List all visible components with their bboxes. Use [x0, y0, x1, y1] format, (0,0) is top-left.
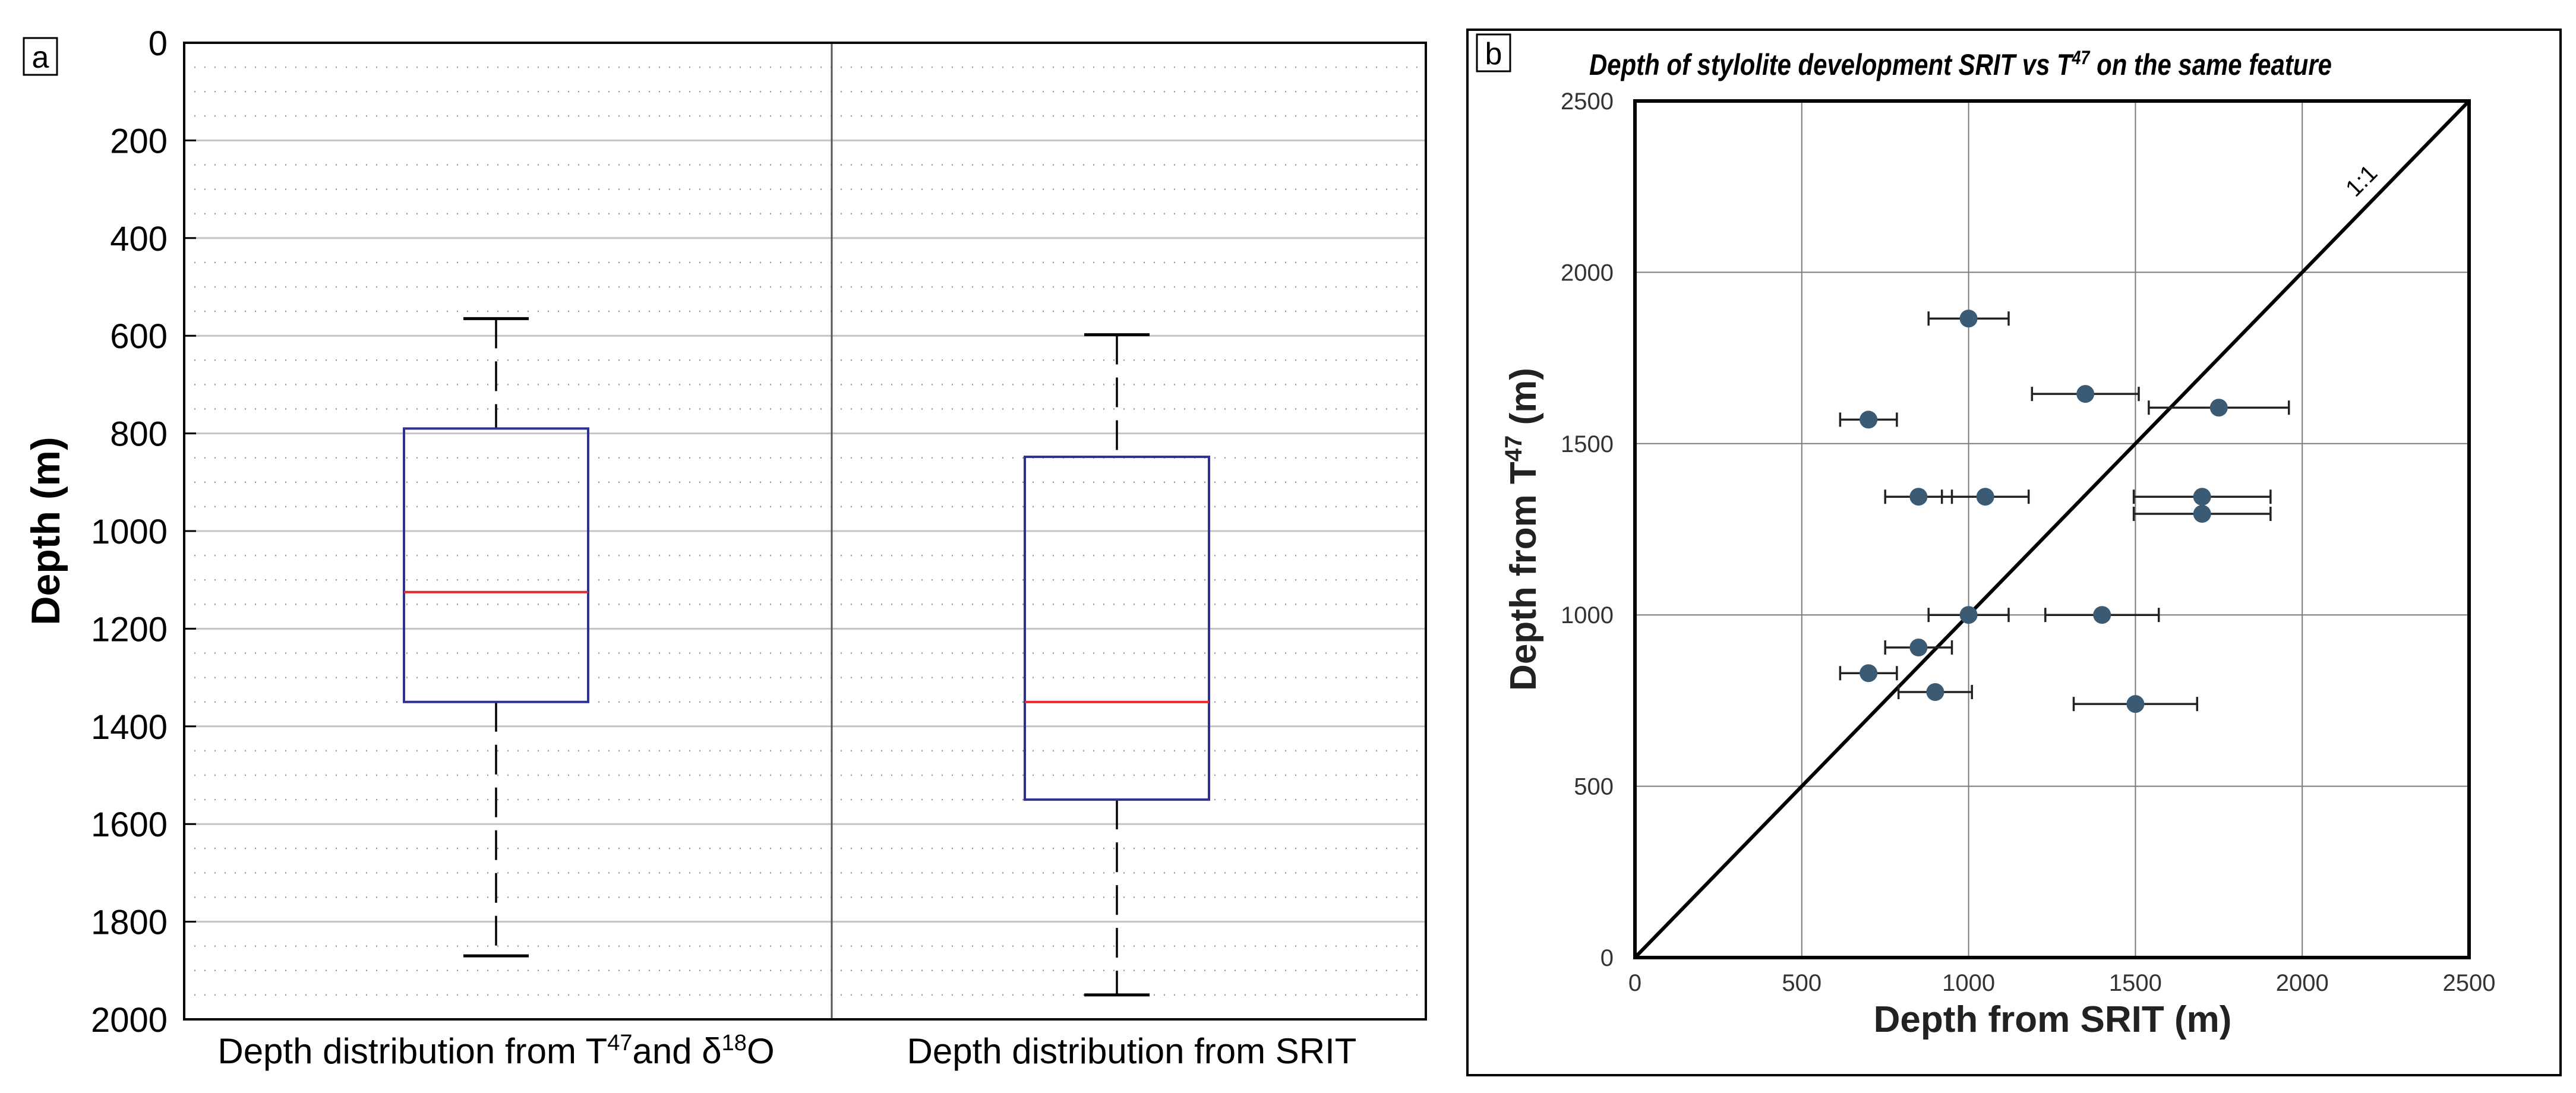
panel-b-points	[1839, 309, 2290, 713]
x-tick-label: 500	[1782, 970, 1821, 996]
panel-b-x-axis-label: Depth from SRIT (m)	[1874, 999, 2232, 1040]
panel-b-outer-frame	[1466, 29, 2562, 1076]
data-point	[1909, 638, 1928, 656]
y-tick-label: 1400	[91, 708, 168, 747]
y-tick-label: 1200	[91, 610, 168, 649]
y-tick-label: 600	[110, 317, 168, 356]
data-point	[2209, 399, 2228, 417]
y-tick-label: 800	[110, 415, 168, 454]
panel-b: b Depth of stylolite development SRIT vs…	[1466, 29, 2562, 1076]
y-tick-label: 500	[1574, 774, 1614, 800]
one-to-one-line	[1633, 99, 2471, 959]
panel-b-tick-labels: 0 500 1000 1500 2000 2500 0 500 1000 1500 2000 2500	[1561, 89, 2495, 996]
y-tick-label: 1800	[91, 904, 168, 942]
data-point	[2193, 505, 2211, 523]
box-iqr	[403, 427, 589, 703]
panel-b-y-axis-label: Depth from T47 (m)	[1501, 368, 1544, 691]
x-tick-label: 1000	[1942, 970, 1995, 996]
data-point	[1959, 606, 1978, 624]
x-tick-label: 0	[1628, 970, 1641, 996]
panel-a-label: a	[32, 40, 49, 75]
panel-a-y-ticks: 0 200 400 600 800 1000 1200 1400 1600 1800 2000	[91, 24, 196, 1040]
box-1-label: Depth distribution from T47and δ18O	[217, 1031, 774, 1071]
panel-a-boxes	[403, 317, 1210, 997]
y-tick-label: 1600	[91, 805, 168, 844]
y-tick-label: 2000	[1561, 260, 1614, 286]
y-tick-label: 1500	[1561, 431, 1614, 457]
x-tick-label: 2500	[2443, 970, 2496, 996]
box-iqr	[1024, 456, 1210, 801]
y-tick-label: 400	[110, 220, 168, 258]
data-point	[1909, 488, 1928, 506]
y-tick-label: 1000	[91, 513, 168, 551]
y-tick-label: 0	[1600, 945, 1614, 971]
y-tick-label: 1000	[1561, 602, 1614, 628]
x-tick-label: 2000	[2276, 970, 2329, 996]
panel-a: a 0200400600800100012001400160018002000 …	[23, 24, 1427, 1071]
data-point	[1976, 488, 1994, 506]
x-tick-label: 1500	[2109, 970, 2162, 996]
panel-a-label-box	[23, 37, 58, 76]
y-tick-label: 0	[149, 24, 168, 63]
box-2-label: Depth distribution from SRIT	[907, 1031, 1357, 1071]
panel-b-title: Depth of stylolite development SRIT vs T…	[1589, 47, 2332, 81]
y-tick-label: 2500	[1561, 89, 1614, 115]
data-point	[1959, 309, 1978, 328]
data-point	[1860, 664, 1878, 683]
data-point	[2126, 695, 2145, 713]
data-point	[2076, 385, 2095, 403]
panel-b-label-box	[1476, 33, 1511, 72]
panel-a-y-axis-label: Depth (m)	[23, 437, 68, 625]
data-point	[1926, 683, 1944, 701]
data-point	[2093, 606, 2111, 624]
panel-a-grid	[184, 66, 1426, 996]
data-point	[1860, 410, 1878, 429]
data-point	[2193, 488, 2211, 506]
panel-b-plot-frame	[1633, 99, 2471, 959]
y-tick-label: 200	[110, 122, 168, 160]
y-tick-label: 2000	[91, 1001, 168, 1040]
panel-b-label: b	[1485, 37, 1502, 71]
